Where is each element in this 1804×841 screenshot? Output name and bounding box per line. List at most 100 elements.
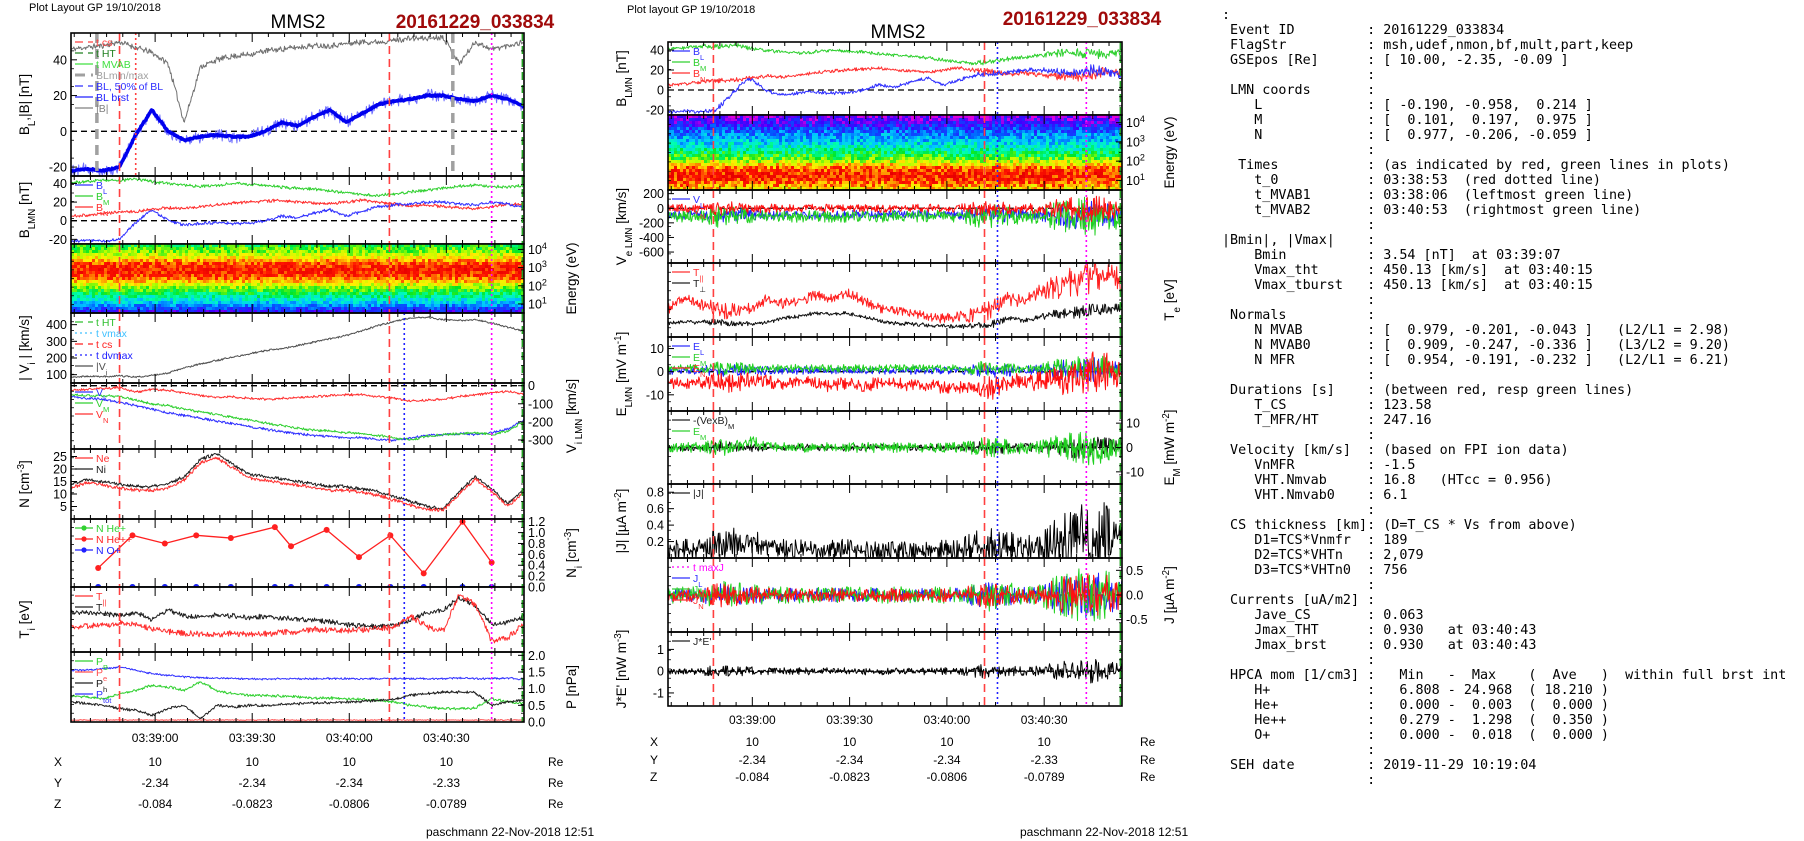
spectrogram-cell [305, 304, 308, 307]
spectrogram-cell [455, 307, 458, 310]
spectrogram-cell [110, 307, 113, 310]
spectrogram-cell [518, 253, 521, 256]
spectrogram-cell [500, 280, 503, 283]
spectrogram-cell [368, 304, 371, 307]
spectrogram-cell [80, 286, 83, 289]
spectrogram-cell [320, 307, 323, 310]
spectrogram-cell [194, 259, 197, 262]
spectrogram-cell [191, 265, 194, 268]
spectrogram-cell [245, 289, 248, 292]
spectrogram-cell [299, 253, 302, 256]
spectrogram-cell [515, 298, 518, 301]
spectrogram-cell [683, 172, 686, 175]
spectrogram-cell [191, 244, 194, 247]
spectrogram-cell [395, 247, 398, 250]
spectrogram-cell [248, 304, 251, 307]
spectrogram-cell [521, 304, 524, 307]
spectrogram-cell [260, 274, 263, 277]
spectrogram-cell [158, 283, 161, 286]
spectrogram-cell [164, 271, 167, 274]
spectrogram-cell [410, 304, 413, 307]
spectrogram-cell [149, 298, 152, 301]
spectrogram-cell [212, 304, 215, 307]
spectrogram-cell [179, 265, 182, 268]
spectrogram-cell [479, 307, 482, 310]
spectrogram-cell [701, 115, 704, 118]
spectrogram-cell [110, 310, 113, 313]
spectrogram-cell [281, 283, 284, 286]
y-tick-label: -300 [528, 433, 553, 447]
spectrogram-cell [347, 289, 350, 292]
spectrogram-cell [374, 265, 377, 268]
spectrogram-cell [284, 283, 287, 286]
plot-layout-header: Plot layout GP 19/10/2018 [627, 4, 755, 16]
spectrogram-cell [80, 295, 83, 298]
spectrogram-cell [254, 298, 257, 301]
spectrogram-cell [176, 310, 179, 313]
spectrogram-cell [239, 250, 242, 253]
spectrogram-cell [263, 274, 266, 277]
spectrogram-cell [707, 157, 710, 160]
legend-label: T⊥ [96, 602, 109, 618]
spectrogram-cell [152, 247, 155, 250]
spectrogram-cell [152, 250, 155, 253]
spectrogram-cell [299, 286, 302, 289]
spectrogram-cell [272, 253, 275, 256]
spectrogram-cell [455, 271, 458, 274]
spectrogram-cell [425, 265, 428, 268]
spectrogram-cell [419, 310, 422, 313]
spectrogram-cell [491, 283, 494, 286]
spectrogram-cell [479, 304, 482, 307]
spectrogram-cell [698, 127, 701, 130]
spectrogram-cell [383, 304, 386, 307]
spectrogram-cell [227, 283, 230, 286]
spectrogram-cell [707, 121, 710, 124]
spectrogram-cell [677, 124, 680, 127]
spectrogram-cell [269, 301, 272, 304]
spectrogram-cell [371, 304, 374, 307]
spectrogram-cell [503, 280, 506, 283]
spectrogram-cell [272, 268, 275, 271]
spectrogram-cell [119, 244, 122, 247]
spectrogram-cell [257, 280, 260, 283]
spectrogram-cell [155, 247, 158, 250]
spectrogram-cell [221, 253, 224, 256]
spectrogram-cell [491, 259, 494, 262]
spectrogram-cell [74, 304, 77, 307]
spectrogram-cell [296, 271, 299, 274]
spectrogram-cell [140, 310, 143, 313]
spectrogram-cell [377, 250, 380, 253]
spectrogram-cell [194, 271, 197, 274]
spectrogram-cell [176, 271, 179, 274]
spectrogram-cell [383, 298, 386, 301]
spectrogram-cell [404, 307, 407, 310]
spectrogram-cell [77, 256, 80, 259]
spectrogram-cell [488, 283, 491, 286]
spectrogram-cell [302, 265, 305, 268]
spectrogram-cell [257, 244, 260, 247]
spectrogram-cell [389, 310, 392, 313]
spectrogram-cell [248, 274, 251, 277]
spectrogram-cell [476, 280, 479, 283]
spectrogram-cell [695, 181, 698, 184]
spectrogram-cell [398, 259, 401, 262]
spectrogram-cell [419, 244, 422, 247]
spectrogram-cell [170, 253, 173, 256]
spectrogram-cell [383, 250, 386, 253]
spectrogram-cell [332, 247, 335, 250]
spectrogram-cell [497, 280, 500, 283]
spectrogram-cell [380, 295, 383, 298]
legend-label: t cs [96, 37, 112, 49]
spectrogram-cell [473, 271, 476, 274]
spectrogram-cell [476, 268, 479, 271]
spectrogram-cell [416, 307, 419, 310]
spectrogram-cell [287, 244, 290, 247]
spectrogram-cell [131, 271, 134, 274]
spectrogram-cell [314, 250, 317, 253]
spectrogram-cell [131, 307, 134, 310]
spectrogram-cell [287, 301, 290, 304]
spectrogram-cell [323, 244, 326, 247]
spectrogram-cell [398, 304, 401, 307]
spectrogram-cell [101, 304, 104, 307]
panel-plot-area [668, 115, 1122, 190]
